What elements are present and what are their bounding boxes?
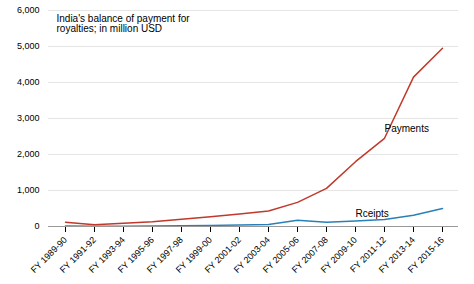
svg-text:FY 2005-06: FY 2005-06 [260,234,301,275]
svg-text:FY 2003-04: FY 2003-04 [231,234,272,275]
svg-text:Payments: Payments [385,123,429,134]
svg-text:FY 2013-14: FY 2013-14 [376,234,417,275]
svg-text:FY 2015-16: FY 2015-16 [406,235,446,275]
svg-text:FY 1999-00: FY 1999-00 [173,234,214,275]
svg-text:Rceipts: Rceipts [356,208,389,219]
svg-text:5,000: 5,000 [17,41,40,51]
svg-text:FY 2009-10: FY 2009-10 [318,234,359,275]
svg-text:FY 2001-02: FY 2001-02 [202,234,243,275]
svg-text:FY 1989-90: FY 1989-90 [28,234,69,275]
svg-text:FY 1995-96: FY 1995-96 [115,234,156,275]
svg-text:FY 1993-94: FY 1993-94 [86,234,127,275]
svg-text:FY 1991-92: FY 1991-92 [57,234,98,275]
svg-text:0: 0 [34,221,39,231]
svg-text:1,000: 1,000 [17,185,40,195]
svg-text:4,000: 4,000 [17,77,40,87]
svg-text:3,000: 3,000 [17,113,40,123]
svg-text:FY 2007-08: FY 2007-08 [289,234,330,275]
svg-text:India's balance of payment for: India's balance of payment forroyalties;… [57,13,191,34]
svg-text:6,000: 6,000 [17,5,40,15]
svg-text:FY 1997-98: FY 1997-98 [144,234,185,275]
svg-text:FY 2011-12: FY 2011-12 [348,234,388,275]
svg-text:2,000: 2,000 [17,149,40,159]
